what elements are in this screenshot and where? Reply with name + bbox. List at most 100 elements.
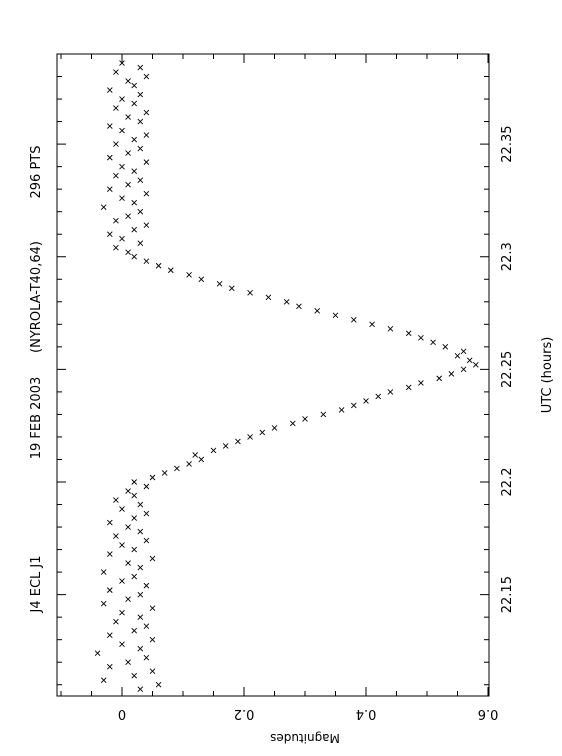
data-point <box>466 357 473 364</box>
x-tick-label: 22.35 <box>500 125 515 162</box>
y-tick-label: 0.4 <box>356 706 377 721</box>
data-point <box>259 429 266 436</box>
header-date: 19 FEB 2003 <box>29 377 44 460</box>
data-point <box>198 456 205 463</box>
data-point <box>143 510 150 517</box>
data-point <box>125 560 131 566</box>
data-point <box>143 109 150 116</box>
data-point <box>216 280 223 287</box>
data-point <box>119 506 125 512</box>
data-point <box>131 492 138 499</box>
data-point <box>460 348 467 355</box>
data-point <box>125 78 131 84</box>
data-point <box>271 425 278 431</box>
data-point <box>137 528 144 535</box>
x-axis-title: UTC (hours) <box>540 337 555 414</box>
data-point <box>137 614 144 620</box>
data-point <box>149 474 156 481</box>
data-point <box>430 339 436 346</box>
data-point <box>460 366 467 373</box>
data-point <box>454 353 461 359</box>
data-point <box>192 452 199 458</box>
data-point <box>210 447 217 454</box>
data-point <box>113 217 119 224</box>
data-point <box>113 533 119 539</box>
data-point <box>387 326 394 332</box>
data-point <box>143 537 150 544</box>
data-point <box>137 208 144 215</box>
data-point <box>113 69 119 75</box>
y-axis-title: Magnitudes <box>270 731 340 745</box>
data-point <box>137 501 144 508</box>
data-point <box>137 177 144 183</box>
data-point <box>320 411 327 418</box>
data-point <box>350 402 357 409</box>
data-point <box>296 303 302 310</box>
data-point <box>131 515 138 521</box>
data-point <box>100 204 107 210</box>
data-point <box>113 172 119 179</box>
data-point <box>119 609 125 616</box>
data-point <box>472 362 479 368</box>
data-point <box>100 569 107 575</box>
data-point <box>149 636 156 643</box>
data-point <box>106 663 113 670</box>
data-point <box>143 623 150 629</box>
x-tick-label: 22.25 <box>500 351 515 388</box>
data-point <box>119 127 125 134</box>
data-point <box>119 96 125 102</box>
data-point <box>137 591 144 598</box>
data-point <box>332 312 339 319</box>
data-point <box>137 91 144 98</box>
data-point <box>186 271 192 278</box>
data-point <box>155 262 162 269</box>
x-axis-tick-labels: 22.15 22.2 22.25 22.3 22.35 <box>500 125 515 613</box>
data-point <box>418 380 424 386</box>
data-point <box>131 672 138 679</box>
data-point <box>198 276 205 283</box>
data-point <box>125 596 131 602</box>
data-point <box>143 132 150 138</box>
data-point <box>131 168 138 174</box>
data-point <box>302 416 308 422</box>
data-point <box>363 398 369 404</box>
data-point <box>106 519 113 526</box>
data-point <box>350 316 357 323</box>
data-point <box>113 141 119 147</box>
data-point <box>106 186 113 192</box>
data-point <box>186 461 192 467</box>
header-observer: (NYROLA-T40,64) <box>29 241 44 353</box>
data-point <box>442 344 449 350</box>
data-point <box>94 650 101 657</box>
data-point <box>131 82 138 89</box>
data-point <box>100 600 107 607</box>
data-point <box>137 240 144 247</box>
data-point <box>137 64 144 71</box>
data-point <box>125 488 131 494</box>
data-point <box>119 195 125 201</box>
data-point <box>143 73 150 80</box>
data-point <box>106 154 113 161</box>
y-tick-label: 0.6 <box>478 706 499 721</box>
data-point <box>131 100 138 107</box>
data-point <box>119 163 125 170</box>
y-tick-label: 0.2 <box>234 706 255 721</box>
data-point <box>119 60 125 66</box>
x-axis-ticks <box>57 53 489 686</box>
y-axis-ticks <box>60 54 489 696</box>
data-point <box>174 465 180 472</box>
data-point <box>149 605 156 611</box>
chart-header: J4 ECL J1 19 FEB 2003 (NYROLA-T40,64) 29… <box>29 146 44 614</box>
data-point <box>137 564 144 571</box>
data-point <box>125 181 131 188</box>
data-point <box>387 389 394 395</box>
plot-frame <box>56 53 490 697</box>
data-point <box>119 641 125 648</box>
data-point <box>125 213 131 220</box>
data-point <box>222 443 229 449</box>
data-point <box>131 546 138 553</box>
data-point <box>143 582 150 589</box>
data-point <box>113 105 119 111</box>
data-point <box>106 231 113 238</box>
